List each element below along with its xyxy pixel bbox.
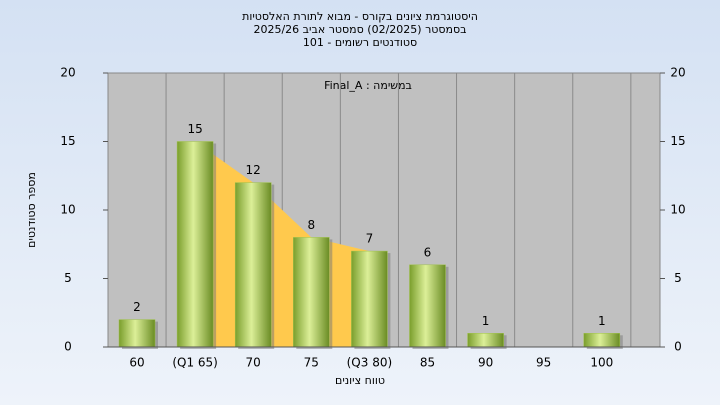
- x-tick-label: 60: [129, 356, 144, 370]
- annotation: Final_A : במשימה: [324, 79, 412, 92]
- bar: [118, 319, 156, 348]
- bar: [409, 264, 446, 348]
- data-label: 12: [246, 163, 261, 177]
- x-tick-label: 75: [304, 356, 319, 370]
- y2-tick-label: 20: [670, 66, 685, 80]
- data-label: 2: [133, 300, 141, 314]
- bar: [467, 333, 504, 348]
- bar: [351, 250, 388, 348]
- y-axis-label: מספר סטודנטים: [25, 172, 38, 248]
- y-tick-label: 0: [64, 340, 72, 354]
- data-label: 1: [598, 314, 606, 328]
- x-tick-label: (Q3 80): [347, 356, 393, 370]
- data-label: 8: [307, 218, 315, 232]
- y2-tick-label: 15: [670, 134, 685, 148]
- bar: [234, 182, 272, 348]
- bar: [583, 333, 621, 348]
- x-tick-label: 95: [536, 356, 551, 370]
- bar: [293, 237, 330, 348]
- title-line: בסמסטר (02/2025) סמסטר אביב 2025/26: [253, 23, 466, 36]
- y2-tick-label: 5: [674, 271, 682, 285]
- data-label: 1: [482, 314, 490, 328]
- x-tick-label: 70: [246, 356, 261, 370]
- x-axis-label: טווח ציונים: [335, 374, 385, 387]
- data-label: 6: [424, 245, 432, 259]
- bar: [176, 141, 214, 348]
- x-tick-label: (Q1 65): [172, 356, 218, 370]
- y-tick-label: 20: [60, 66, 75, 80]
- y-tick-label: 15: [60, 134, 75, 148]
- y2-tick-label: 0: [674, 340, 682, 354]
- y-tick-label: 10: [60, 203, 75, 217]
- title-line: סטודנטים רשומים - 101: [303, 36, 417, 49]
- x-tick-label: 100: [590, 356, 613, 370]
- x-tick-label: 85: [420, 356, 435, 370]
- title-line: היסטוגרמת ציונים בקורס - מבוא לתורת האלס…: [242, 10, 478, 23]
- title: היסטוגרמת ציונים בקורס - מבוא לתורת האלס…: [242, 10, 478, 49]
- y2-tick-label: 10: [670, 203, 685, 217]
- y-tick-label: 5: [64, 271, 72, 285]
- data-label: 7: [366, 232, 374, 246]
- x-tick-label: 90: [478, 356, 493, 370]
- data-label: 15: [187, 122, 202, 136]
